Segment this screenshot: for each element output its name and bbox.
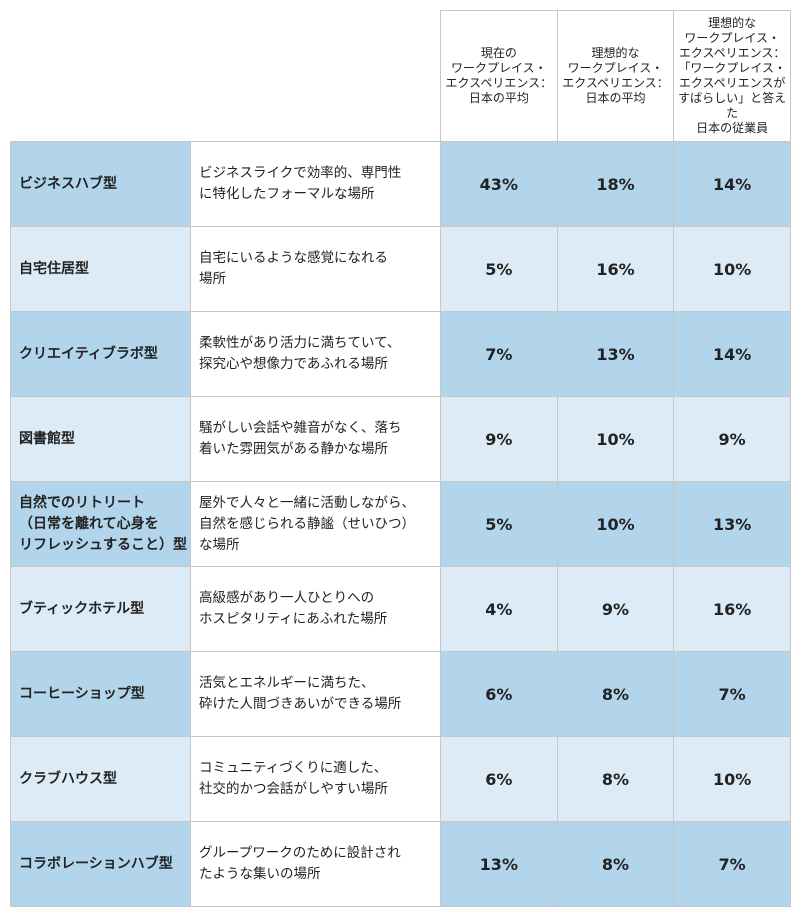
header-ideal-great-employees: 理想的な ワークプレイス・ エクスペリエンス： 「ワークプレイス・ エクスペリエ… [673,10,791,142]
workplace-type: 自宅住居型 [10,226,191,312]
workplace-description: ビジネスライクで効率的、専門性 に特化したフォーマルな場所 [190,141,441,227]
header-row: 現在の ワークプレイス・ エクスペリエンス： 日本の平均 理想的な ワークプレイ… [10,10,791,142]
value-ideal-great: 13% [673,481,791,567]
table-row: コーヒーショップ型 活気とエネルギーに満ちた、 砕けた人間づきあいができる場所 6… [10,651,791,737]
table-row: コラボレーションハブ型 グループワークのために設計され たような集いの場所 13%… [10,821,791,907]
header-line: 「ワークプレイス・ [678,61,786,75]
header-line: ワークプレイス・ [684,31,780,45]
value-ideal-avg: 10% [556,481,675,567]
value-ideal-great: 7% [673,651,791,737]
table-row: ビジネスハブ型 ビジネスライクで効率的、専門性 に特化したフォーマルな場所 43%… [10,141,791,227]
value-ideal-avg: 8% [556,736,675,822]
workplace-description: 屋外で人々と一緒に活動しながら、 自然を感じられる静謐（せいひつ） な場所 [190,481,441,567]
header-line: ワークプレイス・ [567,61,664,75]
workplace-experience-table: 現在の ワークプレイス・ エクスペリエンス： 日本の平均 理想的な ワークプレイ… [10,10,791,907]
value-current-avg: 5% [440,226,558,312]
workplace-type: コーヒーショップ型 [10,651,191,737]
value-ideal-great: 14% [673,311,791,397]
workplace-description: 活気とエネルギーに満ちた、 砕けた人間づきあいができる場所 [190,651,441,737]
workplace-type: コラボレーションハブ型 [10,821,191,907]
header-line: 日本の従業員 [696,121,769,135]
workplace-type: クラブハウス型 [10,736,191,822]
value-ideal-great: 16% [673,566,791,652]
header-line: エクスペリエンスが [678,76,786,90]
value-ideal-great: 14% [673,141,791,227]
workplace-description: 柔軟性があり活力に満ちていて、 探究心や想像力であふれる場所 [190,311,441,397]
workplace-description: 自宅にいるような感覚になれる 場所 [190,226,441,312]
header-line: ワークプレイス・ [451,61,547,75]
header-blank-cell [10,10,441,142]
header-line: 日本の平均 [585,91,646,105]
value-current-avg: 7% [440,311,558,397]
value-current-avg: 6% [440,736,558,822]
header-line: 現在の [480,46,517,60]
header-line: エクスペリエンス： [562,76,669,90]
value-ideal-avg: 8% [556,651,675,737]
table-row: クラブハウス型 コミュニティづくりに適した、 社交的かつ会話がしやすい場所 6% … [10,736,791,822]
header-line: 理想的な [591,46,640,60]
header-line: エクスペリエンス： [678,46,786,60]
value-ideal-avg: 10% [556,396,675,482]
value-current-avg: 6% [440,651,558,737]
header-line: エクスペリエンス： [445,76,553,90]
workplace-description: コミュニティづくりに適した、 社交的かつ会話がしやすい場所 [190,736,441,822]
value-ideal-avg: 8% [556,821,675,907]
value-ideal-great: 10% [673,226,791,312]
workplace-description: グループワークのために設計され たような集いの場所 [190,821,441,907]
table-row: 自宅住居型 自宅にいるような感覚になれる 場所 5% 16% 10% [10,226,791,312]
value-ideal-great: 9% [673,396,791,482]
table-row: クリエイティブラボ型 柔軟性があり活力に満ちていて、 探究心や想像力であふれる場所… [10,311,791,397]
value-current-avg: 9% [440,396,558,482]
value-current-avg: 13% [440,821,558,907]
value-ideal-avg: 9% [556,566,675,652]
workplace-type: ブティックホテル型 [10,566,191,652]
value-ideal-avg: 13% [556,311,675,397]
workplace-type: ビジネスハブ型 [10,141,191,227]
workplace-type: 自然でのリトリート （日常を離れて心身を リフレッシュすること）型 [10,481,191,567]
workplace-type: 図書館型 [10,396,191,482]
value-ideal-great: 7% [673,821,791,907]
value-ideal-great: 10% [673,736,791,822]
table-row: 図書館型 騒がしい会話や雑音がなく、落ち 着いた雰囲気がある静かな場所 9% 10… [10,396,791,482]
header-ideal-avg: 理想的な ワークプレイス・ エクスペリエンス： 日本の平均 [556,10,675,142]
value-current-avg: 5% [440,481,558,567]
value-current-avg: 43% [440,141,558,227]
table-row: 自然でのリトリート （日常を離れて心身を リフレッシュすること）型 屋外で人々と一緒… [10,481,791,567]
workplace-description: 高級感があり一人ひとりへの ホスピタリティにあふれた場所 [190,566,441,652]
value-ideal-avg: 16% [556,226,675,312]
value-current-avg: 4% [440,566,558,652]
header-line: 日本の平均 [468,91,529,105]
table-row: ブティックホテル型 高級感があり一人ひとりへの ホスピタリティにあふれた場所 4%… [10,566,791,652]
header-line: 理想的な [708,16,757,30]
workplace-type: クリエイティブラボ型 [10,311,191,397]
value-ideal-avg: 18% [556,141,675,227]
workplace-description: 騒がしい会話や雑音がなく、落ち 着いた雰囲気がある静かな場所 [190,396,441,482]
header-line: すばらしい」と答えた [678,91,787,120]
header-current-avg: 現在の ワークプレイス・ エクスペリエンス： 日本の平均 [440,10,558,142]
